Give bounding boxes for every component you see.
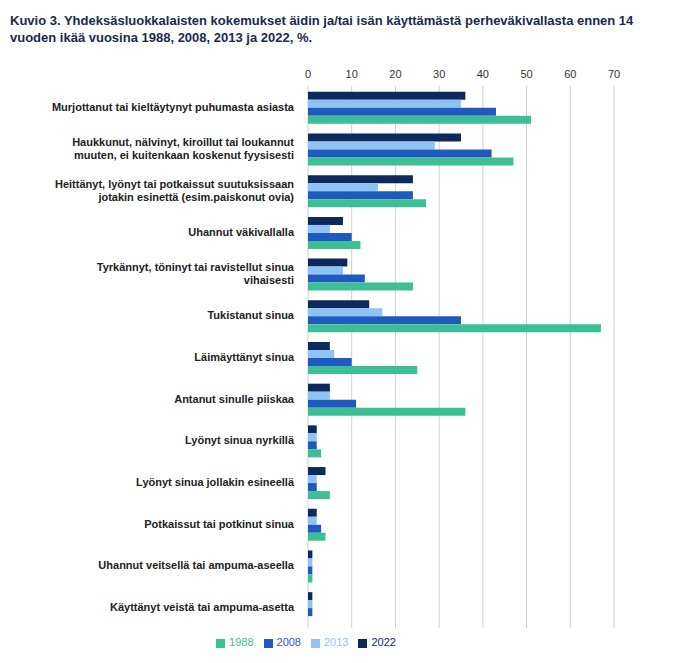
svg-text:Tukistanut sinua: Tukistanut sinua — [207, 309, 294, 321]
html-text:2022: 2022 — [371, 636, 396, 648]
html-text:1988: 1988 — [229, 636, 254, 648]
svg-text:Lyönyt sinua jollakin esineell: Lyönyt sinua jollakin esineellä — [136, 476, 295, 488]
svg-text:Potkaissut tai potkinut sinua: Potkaissut tai potkinut sinua — [144, 518, 295, 530]
svg-text:Tyrkännyt, töninyt tai raviste: Tyrkännyt, töninyt tai ravistellut sinua… — [97, 261, 295, 286]
svg-text:Uhannut veitsellä tai ampuma-a: Uhannut veitsellä tai ampuma-aseella — [98, 559, 295, 571]
svg-text:Heittänyt, lyönyt tai potkaiss: Heittänyt, lyönyt tai potkaissut suutuks… — [55, 178, 294, 203]
svg-text:50: 50 — [520, 68, 532, 80]
html-text:2008: 2008 — [276, 636, 301, 648]
svg-text:Läimäyttänyt sinua: Läimäyttänyt sinua — [194, 351, 295, 363]
svg-text:Lyönyt sinua nyrkillä: Lyönyt sinua nyrkillä — [185, 434, 295, 446]
svg-text:Antanut sinulle piiskaa: Antanut sinulle piiskaa — [174, 393, 295, 405]
svg-text:Uhannut väkivallalla: Uhannut väkivallalla — [188, 226, 295, 238]
svg-text:30: 30 — [433, 68, 445, 80]
html-text:Kuvio 3. Yhdeksäsluokkalaisten: Kuvio 3. Yhdeksäsluokkalaisten kokemukse… — [10, 13, 634, 45]
svg-text:Haukkunut, nälvinyt, kiroillut: Haukkunut, nälvinyt, kiroillut tai louka… — [72, 136, 294, 161]
svg-text:10: 10 — [346, 68, 358, 80]
svg-text:Murjottanut tai kieltäytynyt p: Murjottanut tai kieltäytynyt puhumasta a… — [52, 101, 295, 113]
svg-text:70: 70 — [608, 68, 620, 80]
svg-text:0: 0 — [305, 68, 311, 80]
html-text:2013: 2013 — [324, 636, 349, 648]
svg-text:40: 40 — [477, 68, 489, 80]
svg-text:20: 20 — [389, 68, 401, 80]
svg-text:Käyttänyt veistä tai ampuma-as: Käyttänyt veistä tai ampuma-asetta — [110, 601, 295, 613]
svg-text:60: 60 — [564, 68, 576, 80]
